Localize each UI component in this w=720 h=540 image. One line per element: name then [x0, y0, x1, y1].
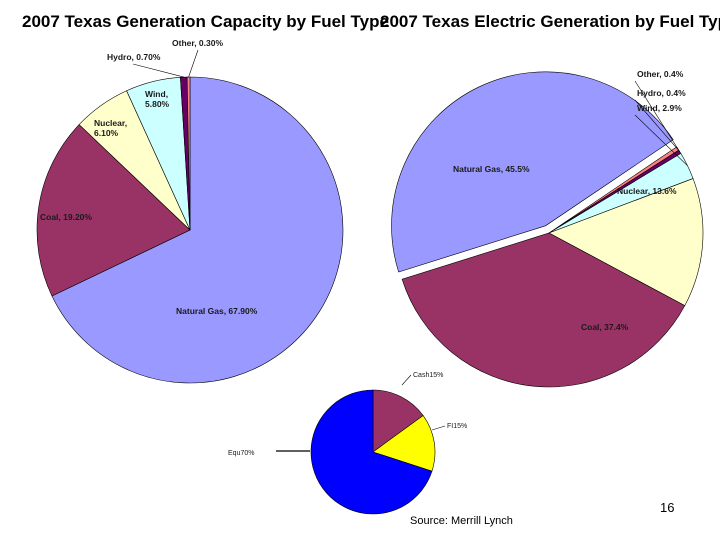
label-cash: Cash15%	[413, 372, 443, 379]
leader-fi	[431, 425, 446, 431]
label-other: Other, 0.30%	[172, 38, 223, 48]
label-fi: FI15%	[447, 423, 467, 430]
slice-equ	[310, 389, 433, 515]
label-nuclear: Nuclear, 6.10%	[94, 118, 127, 138]
leader-wind	[634, 114, 688, 166]
label-natural-gas: Natural Gas, 45.5%	[453, 164, 530, 174]
generation-chart-title: 2007 Texas Electric Generation by Fuel T…	[380, 12, 720, 31]
slice-other	[186, 76, 191, 231]
pie-chart-2: Other, 0.4% Hydro, 0.4% Wind, 2.9% Nuclear,…	[391, 69, 704, 388]
label-other: Other, 0.4%	[637, 69, 684, 79]
label-nuclear: Nuclear, 13.6%	[617, 186, 677, 196]
slice-fi	[372, 415, 436, 472]
label-wind: Wind, 5.80%	[145, 89, 170, 109]
slice-coal	[401, 232, 686, 388]
page-number: 16	[660, 500, 675, 515]
capacity-chart-title: 2007 Texas Generation Capacity by Fuel T…	[22, 12, 389, 31]
leader-hydro	[634, 99, 681, 152]
label-natural-gas: Natural Gas, 67.90%	[176, 306, 258, 316]
slice-nuclear	[548, 178, 704, 307]
slice-cash	[372, 389, 424, 453]
source-note: Source: Merrill Lynch	[410, 515, 513, 527]
slice-coal	[36, 124, 191, 297]
pie-chart-1: Natural Gas, 67.90% Coal, 19.20% Nuclear, 6…	[36, 38, 344, 384]
leader-other	[188, 49, 199, 78]
label-wind: Wind, 2.9%	[637, 103, 682, 113]
label-equ: Equ70%	[228, 450, 254, 457]
label-hydro: Hydro, 0.70%	[107, 52, 161, 62]
pie-chart-3: Cash15% FI15% Equ70%	[228, 372, 467, 515]
slice-natural-gas	[51, 76, 344, 384]
label-coal: Coal, 19.20%	[40, 212, 92, 222]
label-hydro: Hydro, 0.4%	[637, 88, 686, 98]
leader-cash	[401, 374, 412, 386]
leader-hydro	[132, 63, 184, 78]
label-coal: Coal, 37.4%	[581, 322, 629, 332]
leader-other	[634, 80, 678, 149]
slice-natural-gas	[391, 71, 674, 273]
